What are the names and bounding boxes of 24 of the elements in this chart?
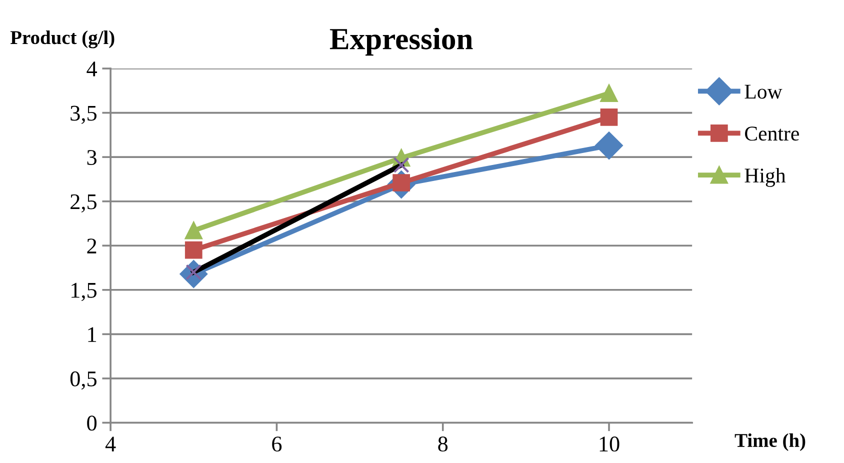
y-tick-label: 1 (88, 327, 96, 342)
x-axis-title: Time (h) (734, 433, 806, 451)
x-tick-label: 6 (272, 436, 282, 452)
x-tick-label: 10 (600, 436, 620, 452)
legend-label: Centre (745, 126, 799, 141)
x-tick-label: 8 (438, 436, 448, 452)
point (595, 132, 623, 160)
y-tick-label: 3 (87, 150, 96, 165)
point (600, 108, 618, 126)
point (184, 222, 202, 240)
legend-label: Low (744, 84, 782, 99)
y-tick-label: 4 (86, 62, 98, 76)
y-tick-label: 3,5 (70, 106, 96, 124)
y-tick-label: 2 (87, 238, 96, 254)
legend-label: High (744, 168, 786, 187)
y-tick-label: 1,5 (72, 282, 96, 302)
y-tick-label: 0,5 (70, 371, 96, 390)
y-tick-label: 0 (87, 416, 97, 431)
chart-title: Expression (330, 28, 473, 56)
point (184, 241, 202, 259)
point (600, 84, 618, 102)
y-axis-title: Product (g/l) (10, 30, 114, 48)
y-tick-label: 2,5 (70, 194, 96, 212)
x-tick-label: 4 (105, 436, 116, 452)
